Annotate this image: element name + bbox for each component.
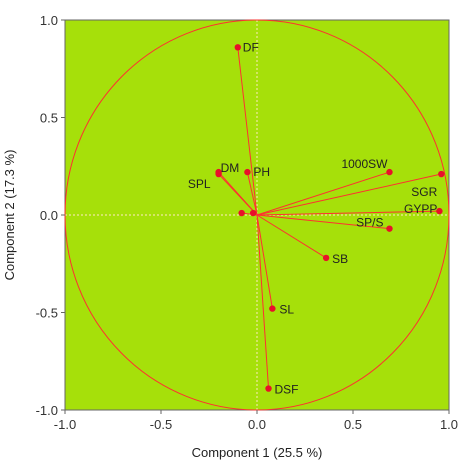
- arrow-gypp: [256, 210, 440, 216]
- arrow-1000sw: [256, 171, 390, 216]
- arrow-ph: [246, 171, 258, 216]
- point-sb: [322, 254, 330, 262]
- variable-labels: DF DM PH SPL 1000SW SGR GYPP SP/S SB SL DSF: [188, 40, 438, 396]
- arrow-sb: [256, 214, 327, 259]
- label-dm: DM: [221, 161, 240, 175]
- x-tick-label: -1.0: [54, 417, 76, 432]
- x-tick-label: -0.5: [150, 417, 172, 432]
- y-tick-label: -1.0: [36, 403, 58, 418]
- y-tick-label: 0.5: [40, 111, 58, 126]
- x-tick-label: 1.0: [440, 417, 458, 432]
- point-df: [234, 44, 241, 51]
- x-axis-ticks: -1.0 -0.5 0.0 0.5 1.0: [54, 410, 458, 432]
- arrow-sl: [256, 214, 273, 309]
- y-tick-label: 1.0: [40, 13, 58, 28]
- x-axis-title: Component 1 (25.5 %): [192, 445, 323, 460]
- arrow-dsf: [256, 214, 270, 389]
- point-spl: [215, 170, 222, 178]
- point-sps: [386, 225, 393, 232]
- y-tick-label: 0.0: [40, 208, 58, 223]
- x-tick-label: 0.0: [248, 417, 266, 432]
- point-unlabeled-12: [249, 209, 257, 217]
- arrow-sps: [256, 214, 390, 230]
- point-sl: [269, 305, 276, 312]
- label-dsf: DSF: [275, 383, 299, 397]
- arrow-spl: [218, 173, 258, 216]
- arrow-sgr: [256, 173, 442, 216]
- label-ph: PH: [253, 165, 270, 179]
- label-1000sw: 1000SW: [341, 157, 388, 171]
- label-spl: SPL: [188, 177, 211, 191]
- point-dsf: [265, 385, 272, 392]
- y-tick-label: -0.5: [36, 306, 58, 321]
- point-unlabeled-11: [238, 209, 245, 217]
- point-gypp: [436, 207, 443, 215]
- variable-points: [215, 44, 445, 392]
- arrow-df: [237, 47, 258, 216]
- label-df: DF: [243, 40, 259, 54]
- x-tick-label: 0.5: [344, 417, 362, 432]
- point-ph: [244, 168, 251, 176]
- label-sb: SB: [332, 252, 348, 266]
- point-sgr: [438, 170, 445, 178]
- label-sl: SL: [279, 303, 294, 317]
- y-axis-ticks: 1.0 0.5 0.0 -0.5 -1.0: [36, 13, 65, 418]
- point-1000sw: [386, 168, 393, 176]
- label-sgr: SGR: [411, 185, 437, 199]
- variable-arrows: [218, 47, 442, 389]
- y-axis-title: Component 2 (17.3 %): [2, 150, 17, 281]
- label-gypp: GYPP: [404, 202, 437, 216]
- label-sps: SP/S: [356, 216, 383, 230]
